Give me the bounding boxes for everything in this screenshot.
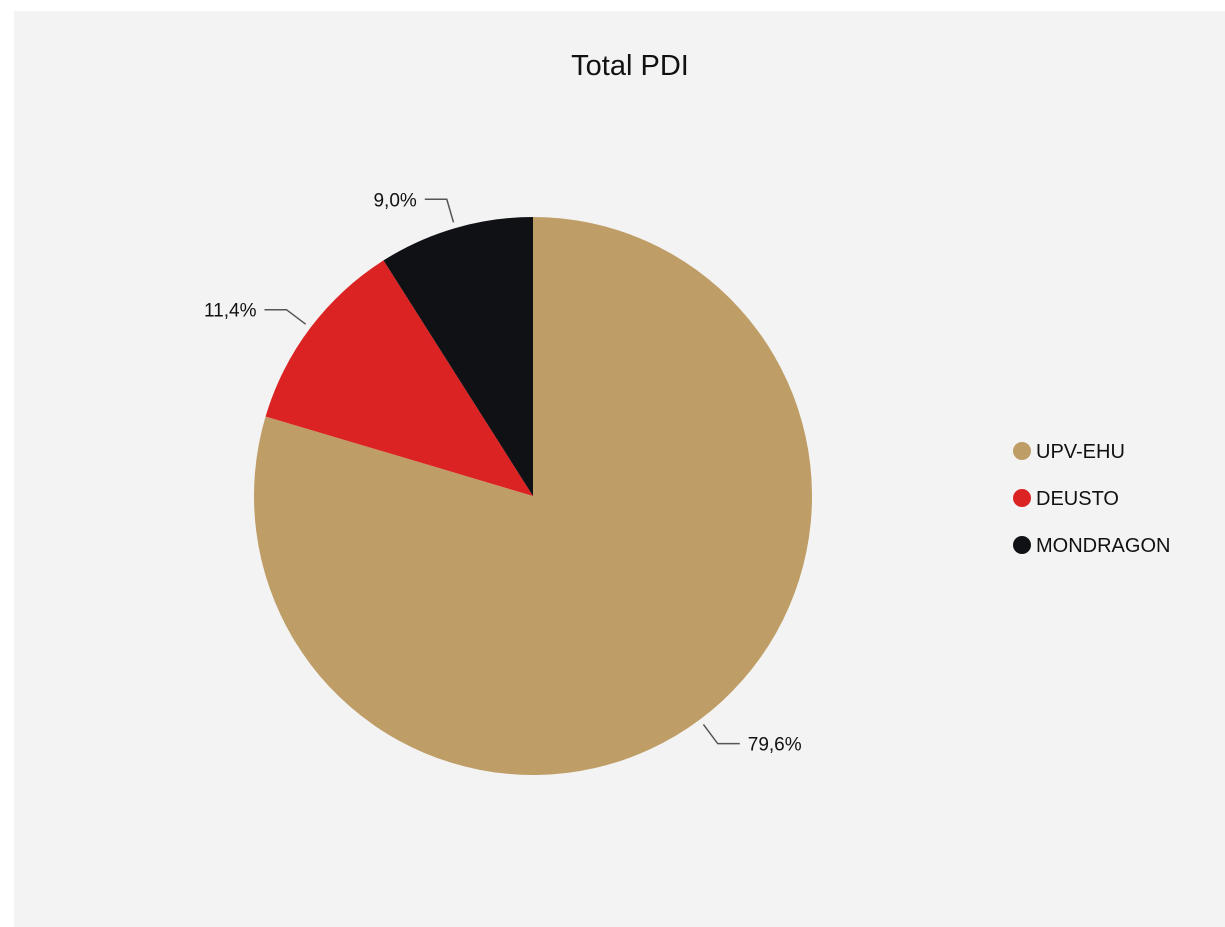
chart-title: Total PDI — [571, 50, 689, 82]
legend-item-upv-ehu[interactable]: UPV-EHU — [1013, 441, 1125, 463]
legend-item-mondragon[interactable]: MONDRAGON — [1013, 535, 1170, 557]
legend-label-deusto: DEUSTO — [1036, 488, 1119, 510]
legend-marker-deusto — [1013, 489, 1031, 507]
legend: UPV-EHU DEUSTO MONDRAGON — [1013, 441, 1170, 557]
data-label-deusto: 11,4% — [204, 301, 257, 322]
legend-label-upv-ehu: UPV-EHU — [1036, 441, 1125, 463]
pie-slice-mondragon[interactable] — [383, 217, 533, 496]
pie-slice-upv-ehu[interactable] — [253, 217, 812, 776]
data-label-mondragon: 9,0% — [373, 190, 416, 211]
data-label-upv-ehu: 79,6% — [748, 735, 802, 756]
data-labels: 79,6% 11,4% 9,0% — [204, 190, 802, 755]
label-leader-lines — [264, 198, 740, 745]
legend-item-deusto[interactable]: DEUSTO — [1013, 488, 1119, 510]
legend-marker-mondragon — [1013, 536, 1031, 554]
pie-slices — [253, 217, 812, 776]
legend-label-mondragon: MONDRAGON — [1036, 535, 1170, 557]
leader-line-mondragon — [424, 198, 455, 223]
leader-line-deusto — [264, 308, 307, 325]
pie-slice-deusto[interactable] — [265, 260, 533, 496]
legend-marker-upv-ehu — [1013, 442, 1031, 460]
leader-line-upv-ehu — [702, 723, 740, 745]
